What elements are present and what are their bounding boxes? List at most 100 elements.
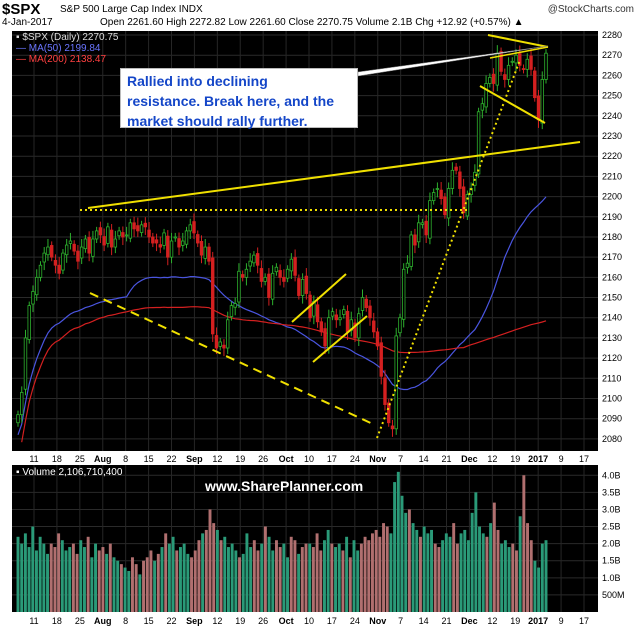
x-tick-label: 25 [75,454,85,464]
flag-line-upper [291,273,347,323]
volume-bar [282,543,286,612]
volume-bar [20,543,24,612]
legend-volume: ▪ Volume 2,106,710,400 [16,467,123,478]
x-tick-label-bottom: 19 [510,616,520,626]
volume-bar [267,536,271,612]
x-tick-label-bottom: 17 [579,616,589,626]
volume-bar [426,533,430,612]
annotation-line-3: market should rally further. [127,113,308,129]
candle-body [540,79,544,124]
volume-bar [71,543,75,612]
volume-bar [274,540,278,612]
candle-body [274,266,279,273]
candle-body [109,229,114,248]
volume-bar [182,543,186,612]
candle-body [211,257,215,335]
candle-body [252,254,256,264]
volume-bar [27,547,31,612]
candle-body [35,276,39,296]
volume-bar [345,536,349,612]
volume-tick-label: 500M [602,590,625,600]
candle-body [387,402,391,424]
volume-bar [370,533,374,612]
price-tick-label: 2080 [602,434,622,444]
volume-bar [404,512,408,612]
price-tick-label: 2210 [602,171,622,181]
candle-body [177,238,181,248]
volume-bar [252,540,256,612]
volume-bar [382,523,386,612]
volume-bar [31,526,35,612]
candle-body [525,58,529,70]
volume-bar [334,547,338,612]
price-tick-label: 2090 [602,414,622,424]
chart-header: $SPX S&P 500 Large Cap Index INDX 4-Jan-… [0,0,640,30]
candle-body [23,337,28,390]
candle-body [383,377,387,405]
price-tick-label: 2110 [602,373,621,383]
volume-bar [123,567,127,612]
candle-body [50,245,54,258]
volume-bar [441,540,445,612]
candle-body [38,264,43,278]
volume-bar [223,536,227,612]
volume-bar [234,550,238,612]
volume-bar [160,547,164,612]
candle-body [184,230,189,245]
x-tick-label: 21 [441,454,451,464]
candle-body [218,341,222,347]
ohlc-readout: Open 2261.60 High 2272.82 Low 2261.60 Cl… [100,17,524,28]
candle-body [64,244,69,256]
price-tick-label: 2200 [602,192,622,202]
price-tick-label: 2180 [602,232,622,242]
candle-body [327,317,331,349]
volume-bar [315,533,319,612]
candle-body [315,304,320,323]
x-tick-label: 10 [304,454,314,464]
volume-bar [256,550,260,612]
candle-body [536,95,541,121]
trendlines [80,34,581,439]
volume-bar [492,502,496,612]
price-tick-label: 2130 [602,333,622,343]
candle-body [409,234,413,267]
x-tick-label-bottom: 18 [52,616,62,626]
volume-bar [470,512,474,612]
volume-bar [167,543,171,612]
candle-body [342,309,346,315]
volume-bar [378,536,382,612]
volume-bar [481,533,485,612]
volume-tick-label: 2.5B [602,522,621,532]
volume-bar [201,533,205,612]
volume-bar [190,557,194,612]
candle-body [16,414,20,424]
volume-bar [396,471,400,612]
volume-bar [75,553,79,612]
volume-bar [452,523,456,612]
volume-bar [540,543,544,612]
volume-bar [278,547,282,612]
annotation-box: Rallied into declining resistance. Break… [120,68,358,129]
candle-body [300,278,305,296]
annotation-line-1: Rallied into declining [127,73,268,89]
candle-body [454,166,458,171]
volume-bar [171,536,175,612]
volume-bar [496,529,500,612]
volume-bar [544,540,548,612]
x-tick-label: 19 [510,454,520,464]
volume-bar [444,533,448,612]
volume-bar [142,560,146,612]
candle-body [304,275,309,294]
candle-body [446,188,451,219]
candle-body [199,241,204,256]
candle-body [458,171,462,189]
volume-bar [448,536,452,612]
candle-body [72,243,76,252]
volume-bar [374,529,378,612]
volume-bar [119,564,123,612]
candle-body [285,268,290,279]
volume-bar [518,516,522,612]
price-tick-label: 2190 [602,212,622,222]
x-tick-label-bottom: 22 [166,616,176,626]
volume-bar [138,574,142,612]
